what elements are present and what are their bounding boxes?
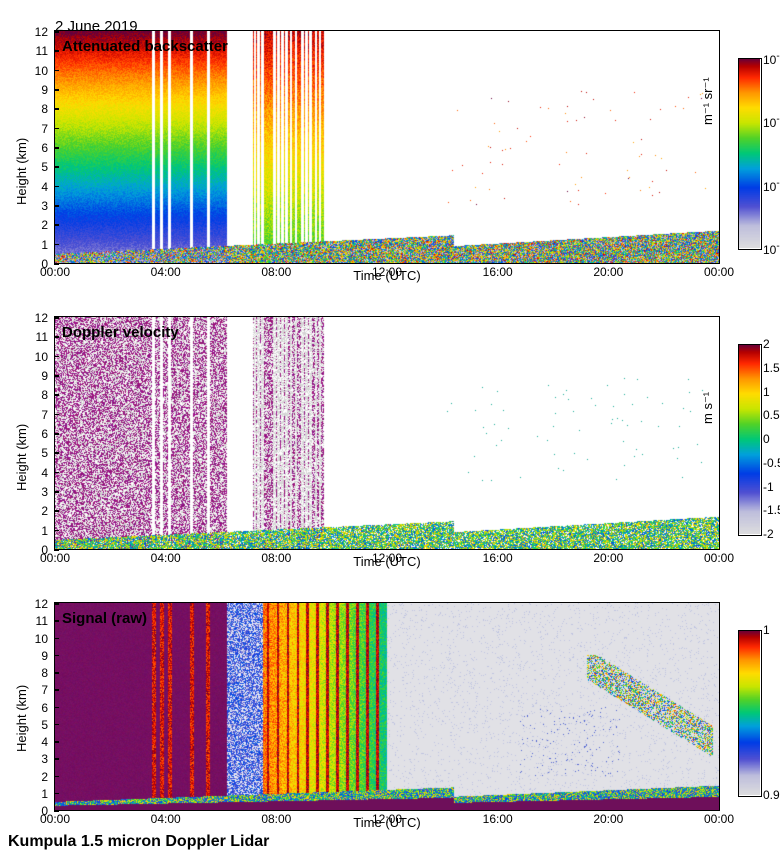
panel-signal-raw: Signal (raw) Height (km) 0 1 2 3 4 5 6 7 8 9 10 11 1… bbox=[0, 602, 780, 837]
y-tick-12: 12 bbox=[26, 597, 48, 611]
y-tick-1: 1 bbox=[26, 787, 48, 801]
y-tick-5: 5 bbox=[26, 718, 48, 732]
colorbar-border-2 bbox=[738, 344, 762, 536]
y-tick-4: 4 bbox=[26, 180, 48, 194]
y-tick-2: 2 bbox=[26, 770, 48, 784]
colorbar-tick-cbarticks2-6: -1 bbox=[763, 480, 774, 494]
heatmap-signal-raw[interactable] bbox=[55, 603, 719, 810]
y-tick-7: 7 bbox=[26, 122, 48, 136]
y-tick-2: 2 bbox=[26, 218, 48, 232]
colorbar-border-1 bbox=[738, 58, 762, 250]
x-axis-title-1: Time (UTC) bbox=[55, 268, 719, 283]
colorbar-tick-cbarticks2-1: 1.5 bbox=[763, 361, 780, 375]
colorbar-tick-cbarticks1-2: 10-6 bbox=[763, 178, 780, 194]
colorbar-tick-cbarticks2-3: 0.5 bbox=[763, 408, 780, 422]
x-axis-title-2: Time (UTC) bbox=[55, 554, 719, 569]
colorbar-tick-cbarticks2-8: -2 bbox=[763, 527, 774, 541]
colorbar-tick-cbarticks2-0: 2 bbox=[763, 337, 770, 351]
y-tick-4: 4 bbox=[26, 735, 48, 749]
y-tick-5: 5 bbox=[26, 160, 48, 174]
panel-label-1: Attenuated backscatter bbox=[62, 38, 228, 55]
y-tick-8: 8 bbox=[26, 666, 48, 680]
colorbar-tick-cbarticks2-2: 1 bbox=[763, 385, 770, 399]
y-tick-2: 2 bbox=[26, 504, 48, 518]
colorbar-label-2: m s⁻¹ bbox=[700, 392, 716, 424]
colorbar-tick-cbarticks1-0: 10-4 bbox=[763, 51, 780, 67]
y-tick-5: 5 bbox=[26, 446, 48, 460]
x-axis-title-3: Time (UTC) bbox=[55, 815, 719, 830]
y-tick-9: 9 bbox=[26, 83, 48, 97]
y-tick-11: 11 bbox=[26, 44, 48, 58]
y-tick-6: 6 bbox=[26, 701, 48, 715]
y-tick-11: 11 bbox=[26, 614, 48, 628]
y-tick-3: 3 bbox=[26, 752, 48, 766]
colorbar-label-1: m⁻¹ sr⁻¹ bbox=[700, 77, 716, 125]
lidar-dashboard: 2 June 2019 Attenuated backscatter Heigh… bbox=[0, 0, 780, 850]
y-tick-4: 4 bbox=[26, 466, 48, 480]
y-tick-7: 7 bbox=[26, 683, 48, 697]
y-tick-8: 8 bbox=[26, 102, 48, 116]
heatmap-attenuated-backscatter[interactable] bbox=[55, 31, 719, 263]
y-tick-12: 12 bbox=[26, 311, 48, 325]
colorbar-tick-cbarticks2-7: -1.5 bbox=[763, 503, 780, 517]
y-tick-9: 9 bbox=[26, 649, 48, 663]
panel-label-2: Doppler velocity bbox=[62, 324, 179, 341]
heatmap-doppler-velocity[interactable] bbox=[55, 317, 719, 549]
colorbar-tick-cbarticks3-2: 0.99 bbox=[763, 788, 780, 802]
y-tick-11: 11 bbox=[26, 330, 48, 344]
y-tick-6: 6 bbox=[26, 141, 48, 155]
y-tick-8: 8 bbox=[26, 388, 48, 402]
y-tick-3: 3 bbox=[26, 199, 48, 213]
y-tick-1: 1 bbox=[26, 524, 48, 538]
colorbar-tick-cbarticks1-3: 10-7 bbox=[763, 241, 780, 257]
colorbar-border-3 bbox=[738, 630, 762, 797]
colorbar-tick-cbarticks2-4: 0 bbox=[763, 432, 770, 446]
colorbar-tick-cbarticks2-5: -0.5 bbox=[763, 456, 780, 470]
y-tick-10: 10 bbox=[26, 632, 48, 646]
panel-label-3: Signal (raw) bbox=[62, 610, 147, 627]
y-tick-9: 9 bbox=[26, 369, 48, 383]
y-tick-12: 12 bbox=[26, 25, 48, 39]
y-tick-6: 6 bbox=[26, 427, 48, 441]
colorbar-tick-cbarticks3-0: 1 bbox=[763, 623, 770, 637]
y-tick-10: 10 bbox=[26, 64, 48, 78]
colorbar-tick-cbarticks1-1: 10-5 bbox=[763, 114, 780, 130]
y-tick-7: 7 bbox=[26, 408, 48, 422]
y-tick-10: 10 bbox=[26, 350, 48, 364]
y-tick-3: 3 bbox=[26, 485, 48, 499]
bottom-left-title: Kumpula 1.5 micron Doppler Lidar bbox=[8, 833, 269, 851]
y-tick-1: 1 bbox=[26, 238, 48, 252]
